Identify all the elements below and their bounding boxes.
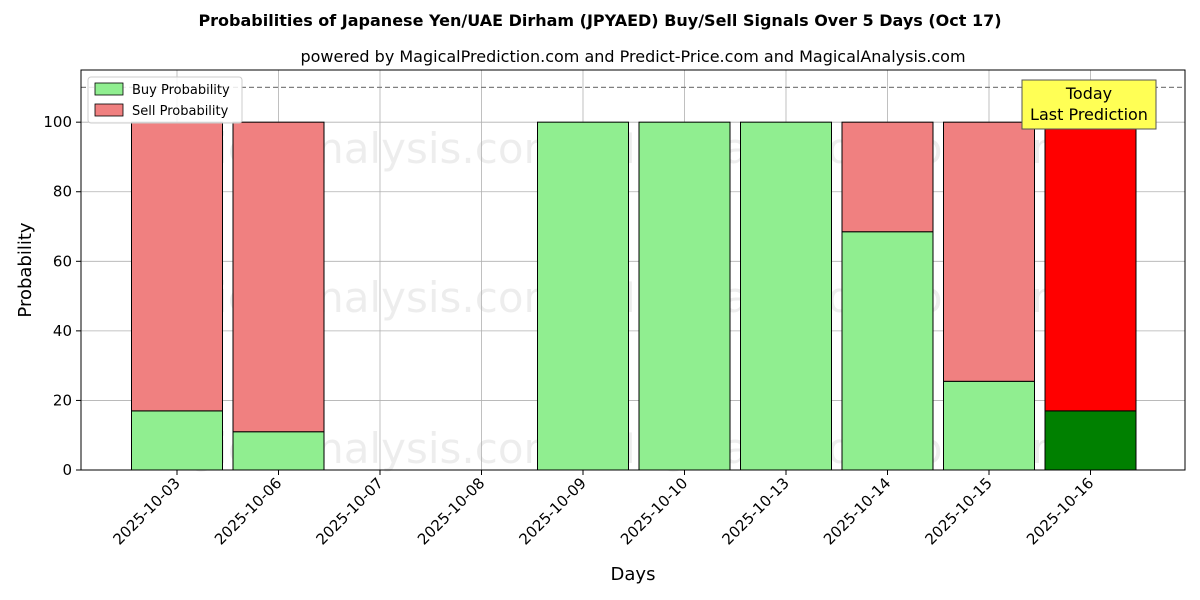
bar-sell-2025-10-06	[232, 121, 325, 433]
legend-box	[87, 76, 243, 124]
x-tick-label: 2025-10-15	[921, 474, 995, 548]
annotation-line-today: Today	[1065, 84, 1112, 103]
chart-title: Probabilities of Japanese Yen/UAE Dirham…	[198, 11, 1001, 30]
legend-swatch-sell	[94, 103, 124, 117]
bar-buy-2025-10-16	[1044, 410, 1137, 471]
y-tick-label: 60	[53, 252, 72, 270]
annotation: Today Last Prediction	[1021, 79, 1157, 130]
legend-label-buy: Buy Probability	[132, 83, 230, 98]
legend-swatch-buy	[94, 82, 124, 96]
annotation-box	[1021, 79, 1157, 130]
bar-sell-2025-10-14	[841, 121, 934, 233]
y-axis-ticks: 0 20 40 60 80 100	[43, 113, 81, 479]
x-tick-label: 2025-10-09	[515, 474, 589, 548]
legend-label-sell: Sell Probability	[132, 104, 229, 119]
x-tick-label: 2025-10-08	[414, 474, 488, 548]
x-axis-label: Days	[611, 564, 656, 585]
y-tick-label: 80	[53, 183, 72, 201]
x-tick-label: 2025-10-07	[312, 474, 386, 548]
chart-subtitle: powered by MagicalPrediction.com and Pre…	[300, 47, 965, 66]
x-tick-label: 2025-10-13	[718, 474, 792, 548]
bar-buy-2025-10-06	[232, 431, 325, 471]
x-tick-label: 2025-10-03	[109, 474, 183, 548]
legend: Buy Probability Sell Probability	[87, 76, 243, 124]
y-axis-label: Probability	[15, 222, 36, 317]
y-tick-label: 0	[62, 461, 72, 479]
bar-sell-2025-10-03	[131, 121, 223, 412]
bar-buy-2025-10-03	[131, 410, 223, 471]
x-tick-label: 2025-10-14	[820, 474, 894, 548]
bar-buy-2025-10-14	[841, 231, 934, 471]
y-tick-label: 100	[43, 113, 72, 131]
annotation-line-last-prediction: Last Prediction	[1030, 105, 1148, 124]
x-tick-label: 2025-10-10	[617, 474, 691, 548]
x-tick-label: 2025-10-16	[1023, 474, 1097, 548]
x-axis-ticks: 2025-10-03 2025-10-06 2025-10-07 2025-10-08…	[109, 470, 1097, 548]
bar-sell-2025-10-16	[1044, 121, 1137, 412]
bars	[131, 121, 1137, 471]
plot-frame	[80, 69, 1186, 471]
bar-buy-2025-10-10	[638, 121, 731, 471]
bar-sell-2025-10-15	[943, 121, 1035, 382]
x-tick-label: 2025-10-06	[211, 474, 285, 548]
y-tick-label: 40	[53, 322, 72, 340]
bar-buy-2025-10-09	[537, 121, 629, 471]
bar-buy-2025-10-15	[943, 380, 1035, 471]
y-tick-label: 20	[53, 391, 72, 409]
bar-buy-2025-10-13	[740, 121, 832, 471]
